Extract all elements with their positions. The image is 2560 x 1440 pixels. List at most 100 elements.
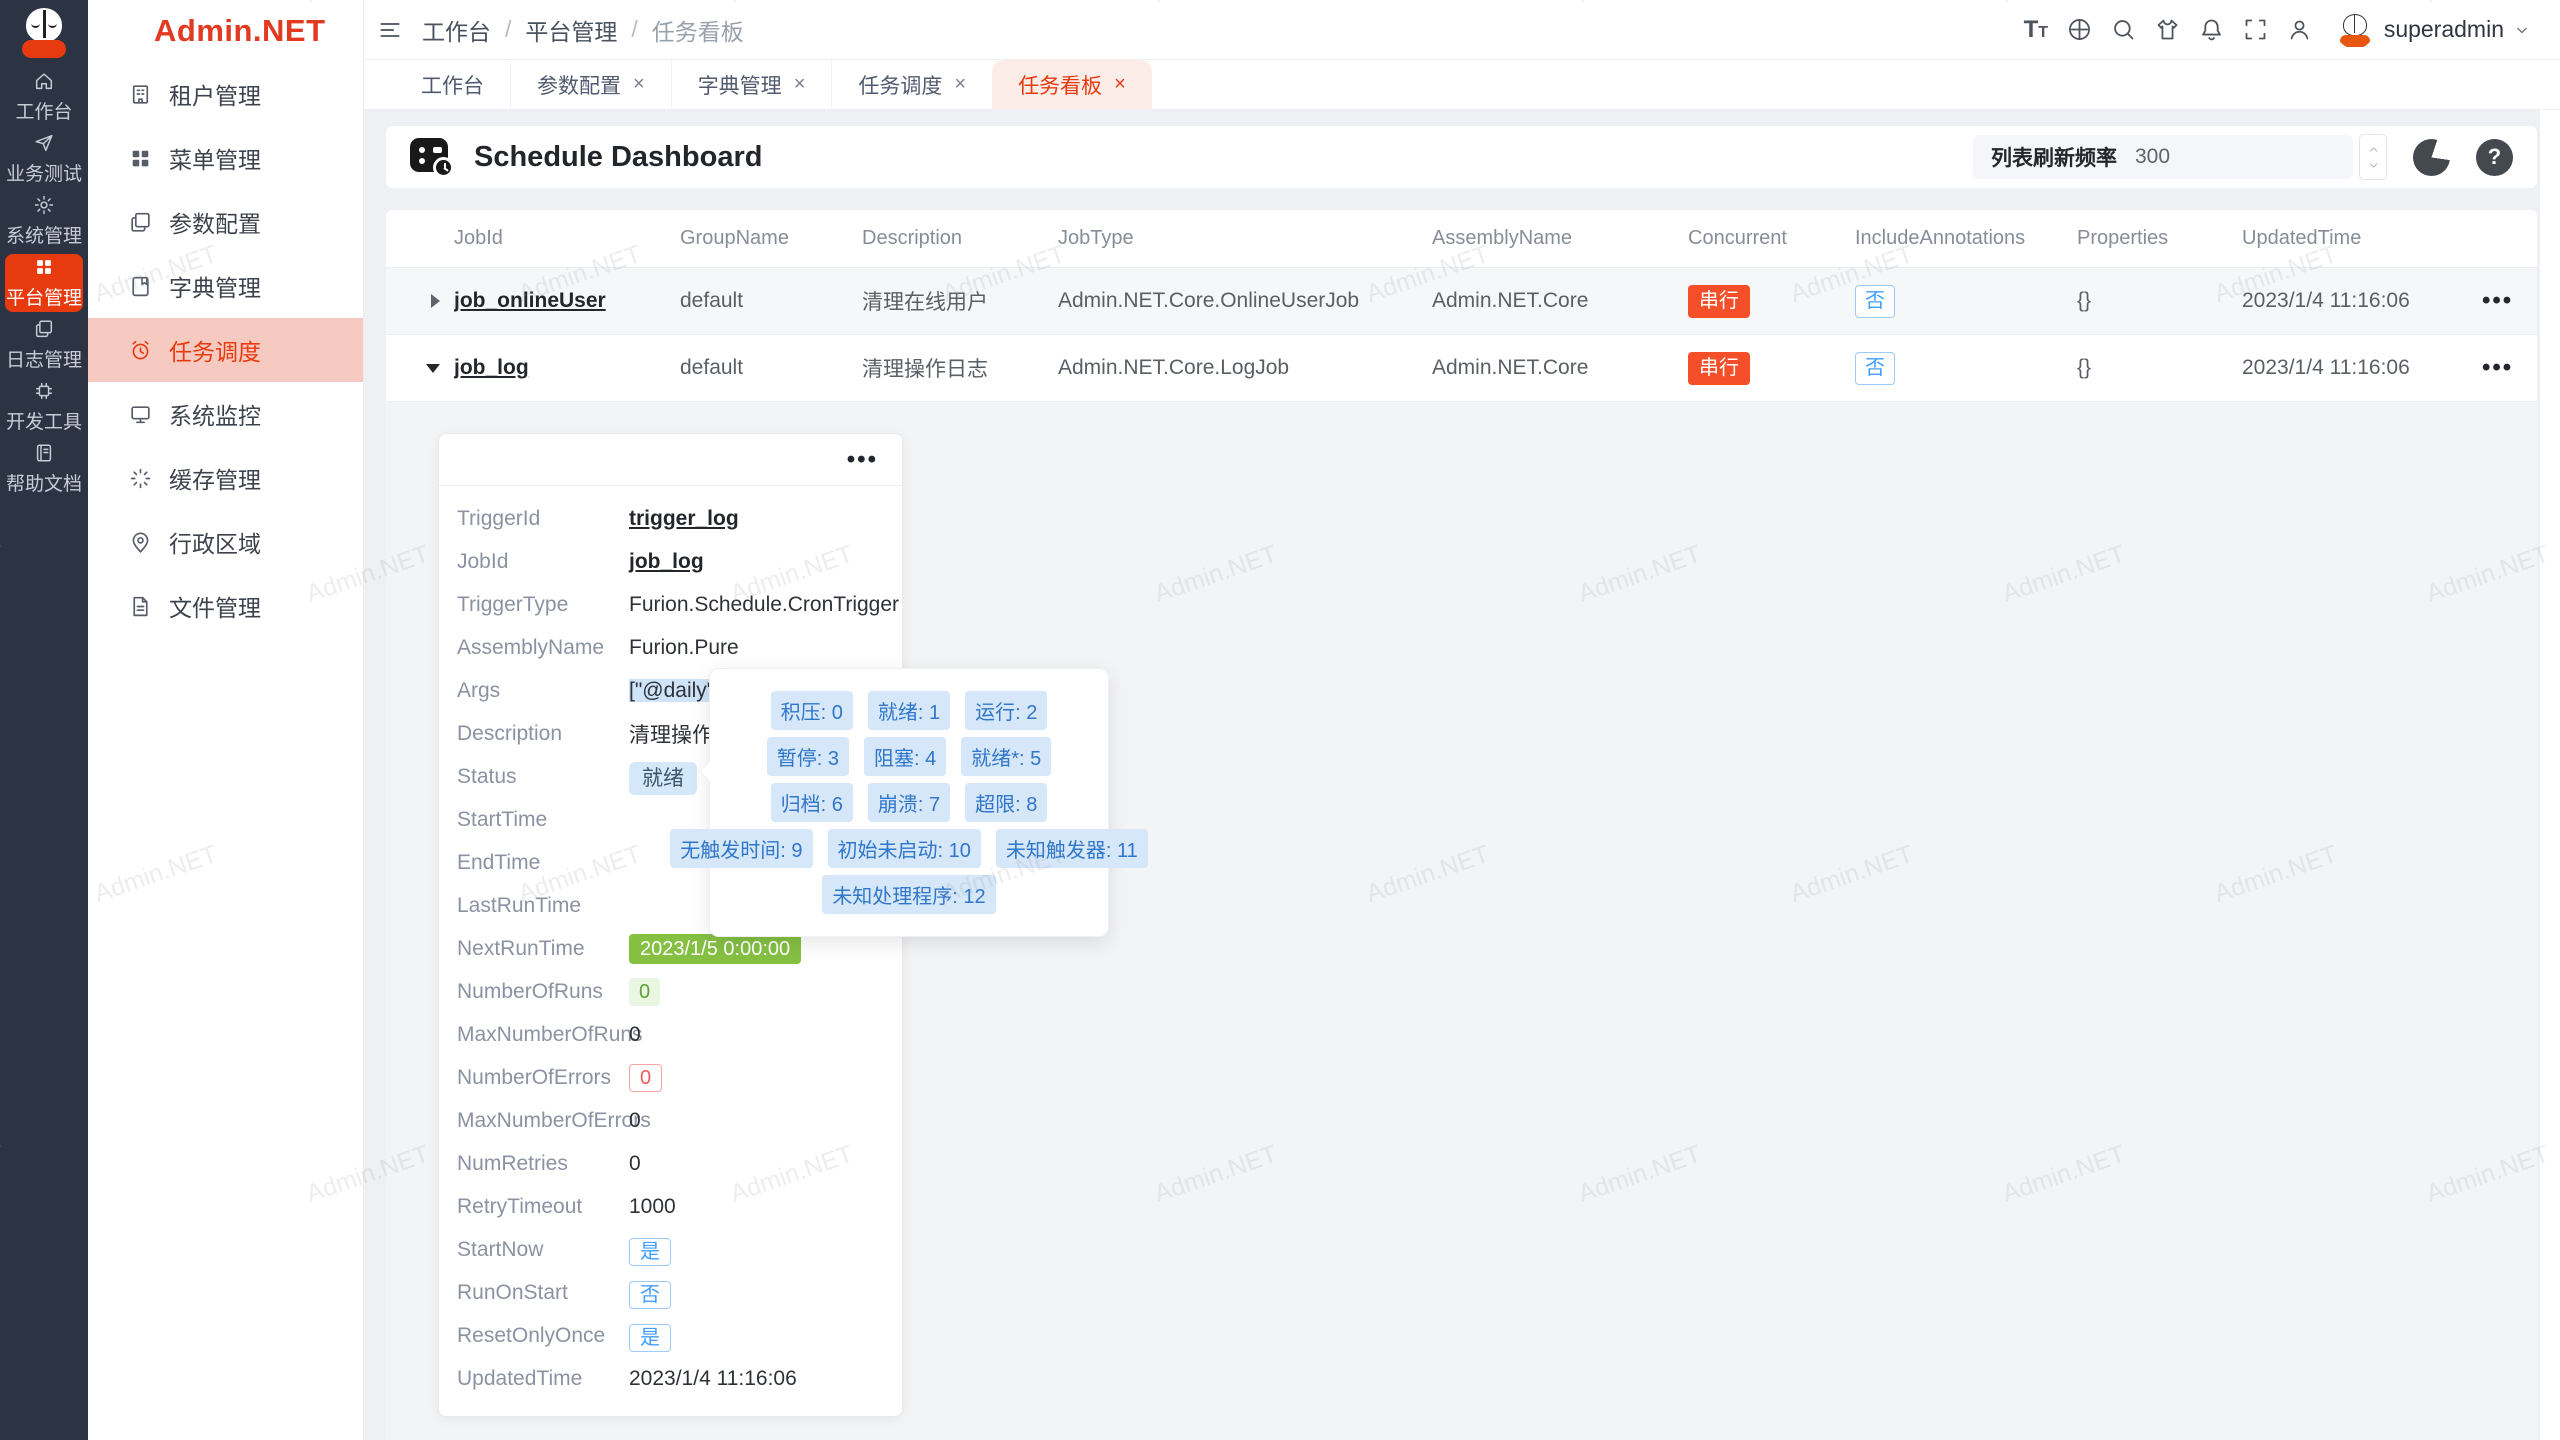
sidebar-item-文件管理[interactable]: 文件管理 xyxy=(88,574,363,638)
expand-toggle[interactable] xyxy=(386,294,454,308)
expand-toggle[interactable] xyxy=(386,363,454,373)
status-badge: 未知触发器: 11 xyxy=(995,829,1148,868)
detail-label: EndTime xyxy=(457,850,541,874)
rail-item-开发工具[interactable]: 开发工具 xyxy=(0,376,88,438)
tab-close-icon[interactable]: × xyxy=(1114,73,1126,95)
panel-more-actions-icon[interactable]: ••• xyxy=(846,445,878,473)
tab-close-icon[interactable]: × xyxy=(633,73,645,95)
grid-solid-icon xyxy=(33,256,55,278)
caret-right-icon[interactable] xyxy=(431,294,440,308)
status-badge: 运行: 2 xyxy=(965,691,1048,730)
caret-down-icon[interactable] xyxy=(426,363,440,373)
sidebar-item-参数配置[interactable]: 参数配置 xyxy=(88,190,363,254)
detail-selected-text: ["@daily"] xyxy=(629,678,721,702)
rail-item-平台管理[interactable]: 平台管理 xyxy=(5,254,83,312)
chevron-down-icon[interactable] xyxy=(2512,20,2532,40)
building-icon xyxy=(128,82,153,107)
theme-button[interactable] xyxy=(2146,8,2190,52)
refresh-rate-stepper[interactable] xyxy=(2359,134,2387,180)
tooltip-badge-row: 归档: 6 崩溃: 7 超限: 8 xyxy=(722,783,1096,822)
concurrent-cell: 串行 xyxy=(1688,284,1855,318)
sidebar-item-缓存管理[interactable]: 缓存管理 xyxy=(88,446,363,510)
chart-toggle-button[interactable] xyxy=(2413,138,2450,176)
sidebar-item-租户管理[interactable]: 租户管理 xyxy=(88,62,363,126)
sidebar-item-行政区域[interactable]: 行政区域 xyxy=(88,510,363,574)
jobtype-cell: Admin.NET.Core.OnlineUserJob xyxy=(1058,289,1360,312)
concurrent-cell: 串行 xyxy=(1688,351,1855,385)
detail-link[interactable]: job_log xyxy=(629,549,704,573)
detail-value: job_log xyxy=(629,550,704,574)
detail-label: StartTime xyxy=(457,807,548,831)
breadcrumb-workbench[interactable]: 工作台 xyxy=(422,18,491,45)
sidebar-item-菜单管理[interactable]: 菜单管理 xyxy=(88,126,363,190)
tab-参数配置[interactable]: 参数配置 × xyxy=(510,60,671,109)
status-badge: 暂停: 3 xyxy=(766,737,849,776)
rail-item-帮助文档[interactable]: 帮助文档 xyxy=(0,438,88,500)
step-up-icon[interactable] xyxy=(2367,143,2380,156)
status-badge: 未知处理程序: 12 xyxy=(822,875,996,914)
language-button[interactable] xyxy=(2058,8,2102,52)
detail-label: UpdatedTime xyxy=(457,1366,583,1390)
collapse-menu-icon[interactable] xyxy=(370,10,410,50)
font-size-button[interactable]: TT xyxy=(2014,8,2058,52)
status-badge: 积压: 0 xyxy=(770,691,853,730)
detail-value: 1000 xyxy=(629,1194,676,1218)
username[interactable]: superadmin xyxy=(2383,16,2504,42)
job-link[interactable]: job_log xyxy=(454,356,529,379)
primary-rail: 工作台 业务测试 系统管理 平台管理 日志管理 开发工具 帮助文档 xyxy=(0,0,88,1440)
row-actions-icon[interactable]: ••• xyxy=(2482,354,2514,381)
pin-icon xyxy=(128,530,153,555)
status-tag[interactable]: 就绪 xyxy=(629,761,697,795)
tab-close-icon[interactable]: × xyxy=(793,73,806,95)
column-header-IncludeAnnotations: IncludeAnnotations xyxy=(1855,227,2026,249)
rail-item-系统管理[interactable]: 系统管理 xyxy=(0,190,88,252)
detail-link[interactable]: trigger_log xyxy=(629,506,739,530)
detail-row-Status: Status 就绪 xyxy=(457,755,878,798)
profile-button[interactable] xyxy=(2278,8,2322,52)
tab-字典管理[interactable]: 字典管理 × xyxy=(670,60,832,109)
refresh-rate-input[interactable]: 列表刷新频率 300 xyxy=(1973,135,2353,179)
detail-value: ["@daily"] xyxy=(629,678,721,703)
rail-item-业务测试[interactable]: 业务测试 xyxy=(0,128,88,190)
boolean-tag: 是 xyxy=(629,1324,671,1352)
detail-row-StartTime: StartTime xyxy=(457,798,878,841)
tab-label: 参数配置 xyxy=(537,74,621,98)
search-button[interactable] xyxy=(2102,8,2146,52)
sidebar-item-label: 行政区域 xyxy=(169,531,261,557)
fullscreen-button[interactable] xyxy=(2234,8,2278,52)
avatar[interactable] xyxy=(2335,10,2374,49)
row-actions-icon[interactable]: ••• xyxy=(2482,287,2514,314)
rail-item-工作台[interactable]: 工作台 xyxy=(0,66,88,128)
alarm-icon xyxy=(128,338,153,363)
detail-row-NumberOfErrors: NumberOfErrors 0 xyxy=(457,1056,878,1099)
toolbar-card: Schedule Dashboard 列表刷新频率 300 ? xyxy=(386,126,2537,188)
rail-item-日志管理[interactable]: 日志管理 xyxy=(0,314,88,376)
dict-icon xyxy=(128,274,153,299)
job-link[interactable]: job_onlineUser xyxy=(454,289,606,312)
tab-bar: 工作台 参数配置 × 字典管理 × 任务调度 × 任务看板 × xyxy=(364,60,2560,110)
status-badge: 崩溃: 7 xyxy=(867,783,951,822)
tab-工作台[interactable]: 工作台 xyxy=(395,60,510,109)
tab-任务调度[interactable]: 任务调度 × xyxy=(831,60,992,109)
tab-任务看板[interactable]: 任务看板 × xyxy=(992,60,1152,109)
sidebar-item-系统监控[interactable]: 系统监控 xyxy=(88,382,363,446)
sidebar-item-字典管理[interactable]: 字典管理 xyxy=(88,254,363,318)
breadcrumb-platform[interactable]: 平台管理 xyxy=(525,18,618,45)
help-button[interactable]: ? xyxy=(2476,138,2513,176)
detail-label: NumberOfErrors xyxy=(457,1065,612,1089)
step-down-icon[interactable] xyxy=(2367,159,2380,172)
tab-close-icon[interactable]: × xyxy=(954,73,967,95)
sidebar-item-label: 系统监控 xyxy=(169,403,261,429)
detail-label: MaxNumberOfRuns xyxy=(457,1022,643,1046)
boolean-tag: 否 xyxy=(629,1281,671,1309)
notification-button[interactable] xyxy=(2190,8,2234,52)
detail-label: JobId xyxy=(457,549,509,573)
sidebar-item-label: 菜单管理 xyxy=(169,147,261,173)
tooltip-badge-row: 积压: 0 就绪: 1 运行: 2 xyxy=(722,691,1096,730)
sidebar-item-任务调度[interactable]: 任务调度 xyxy=(88,318,363,382)
column-header-JobId: JobId xyxy=(454,227,503,249)
status-badge: 归档: 6 xyxy=(770,783,853,822)
row-actions-cell: ••• xyxy=(2482,287,2537,315)
detail-label: RunOnStart xyxy=(457,1280,568,1304)
detail-label: Args xyxy=(457,678,501,702)
